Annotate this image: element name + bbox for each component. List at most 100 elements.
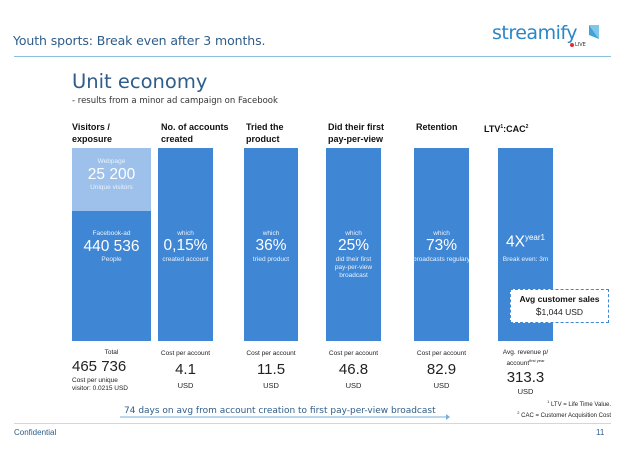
- slide-header-title: Youth sports: Break even after 3 months.: [13, 33, 266, 48]
- cost-label: Cost per account: [328, 350, 379, 357]
- which-label: which: [177, 230, 194, 237]
- col-header-line: exposure: [72, 134, 113, 144]
- cac-sup: 2: [525, 124, 529, 130]
- ppv-desc-line: did their first: [335, 256, 372, 263]
- ppv-value: 25%: [337, 237, 370, 254]
- section-title: Unit economy: [72, 70, 208, 93]
- bar-ppv: [326, 148, 381, 341]
- callout-prefix: $: [535, 307, 542, 318]
- callout-amount: 1,044 USD: [541, 307, 584, 317]
- retention-desc: broadcasts regulary: [412, 256, 471, 263]
- webpage-value: 25 200: [87, 166, 136, 183]
- col-header-line: Tried the: [246, 122, 284, 132]
- cost-label: Cost per account: [160, 350, 211, 357]
- footnote-cac: 2 CAC = Customer Acquisition Cost: [440, 410, 611, 419]
- ltv-sup: 1: [500, 124, 504, 130]
- which-label: which: [262, 230, 280, 237]
- tried-value: 36%: [255, 237, 287, 254]
- live-dot-icon: [570, 43, 574, 47]
- logo-text: streamify: [492, 22, 577, 44]
- retention-value: 73%: [425, 237, 458, 254]
- header-divider: [14, 56, 611, 57]
- cost-box-accounts: Cost per account 4.1 USD: [150, 343, 221, 391]
- cost-box-ltv: Avg. revenue p/ accountfirst year 313.3 …: [490, 343, 561, 396]
- col-header-line: created: [161, 134, 194, 144]
- total-note: Cost per unique visitor: 0.0215 USD: [72, 377, 151, 393]
- webpage-label: Webpage: [97, 158, 126, 165]
- total-label: Total: [104, 349, 119, 356]
- callout-title: Avg customer sales: [519, 294, 600, 304]
- avg-customer-sales-callout: Avg customer sales $1,044 USD: [510, 289, 609, 323]
- col-header-line: product: [246, 134, 280, 144]
- bar-retention: [414, 148, 469, 341]
- cost-value: 82.9: [426, 361, 457, 378]
- ppv-desc-line: pay-per-view: [334, 264, 373, 271]
- avg-revenue-line: Avg. revenue p/: [502, 349, 549, 356]
- col-header-line: Visitors /: [72, 122, 110, 132]
- bar-tried: [244, 148, 298, 341]
- footer-divider: [14, 423, 611, 424]
- timeline-text: 74 days on avg from account creation to …: [124, 406, 436, 416]
- cac-text: :CAC: [503, 124, 526, 134]
- which-label: which: [345, 230, 362, 237]
- cost-box-tried: Cost per account 11.5 USD: [236, 343, 306, 391]
- cost-value: 46.8: [338, 361, 369, 378]
- cost-unit: USD: [433, 381, 450, 390]
- footnote-ltv: 1 LTV = Life Time Value.: [450, 399, 611, 408]
- logo-live-badge: LIVE: [575, 42, 586, 48]
- cost-value: 4.1: [175, 361, 196, 378]
- avg-revenue-line: account: [506, 360, 530, 368]
- cost-unit: USD: [345, 381, 362, 390]
- section-subtitle: - results from a minor ad campaign on Fa…: [72, 96, 278, 106]
- ppv-desc-line: broadcast: [339, 272, 368, 279]
- col-header-ppv: Did their first pay-per-view: [328, 121, 384, 145]
- ad-unit: People: [101, 256, 122, 263]
- col-header-accounts: No. of accounts created: [161, 121, 229, 145]
- footer-confidential: Confidential: [14, 428, 57, 437]
- total-note-line: Cost per unique: [72, 377, 118, 384]
- break-even-desc: Break even: 3m: [502, 256, 549, 263]
- total-value: 465 736: [72, 358, 127, 375]
- timeline-arrow-icon: [120, 414, 450, 420]
- bar-facebook-ad: [72, 211, 151, 341]
- col-header-tried: Tried the product: [246, 121, 284, 145]
- cost-label: Cost per account: [416, 350, 467, 357]
- cost-value: 11.5: [256, 361, 286, 378]
- footnote-ltv-text: LTV = Life Time Value.: [551, 402, 611, 408]
- accounts-value: 0,15%: [163, 237, 208, 254]
- col-header-visitors: Visitors / exposure: [72, 121, 112, 145]
- ad-label: Facebook-ad: [92, 230, 131, 237]
- ltv-cac-sup: year1: [524, 233, 545, 242]
- accounts-desc: created account: [162, 256, 209, 263]
- cost-box-retention: Cost per account 82.9 USD: [406, 343, 477, 391]
- footnote-ltv-num: 1: [547, 399, 550, 404]
- cost-label: Cost per account: [246, 350, 296, 357]
- streamify-logo: streamify LIVE: [492, 22, 602, 54]
- cost-unit: USD: [517, 387, 534, 397]
- cost-box-ppv: Cost per account 46.8 USD: [318, 343, 389, 391]
- cost-unit: USD: [263, 381, 279, 390]
- ltv-cac-number: 4X: [506, 233, 525, 251]
- ltv-text: LTV: [484, 124, 501, 134]
- logo-mark-icon: [589, 25, 599, 39]
- footnote-cac-num: 2: [517, 410, 520, 415]
- tried-desc: tried product: [252, 256, 290, 263]
- avg-revenue-label: Avg. revenue p/ accountfirst year: [490, 349, 561, 368]
- col-header-retention: Retention: [416, 121, 458, 133]
- callout-value: $1,044 USD: [511, 307, 608, 318]
- footnote-cac-text: CAC = Customer Acquisition Cost: [521, 413, 611, 419]
- cost-unit: USD: [177, 381, 194, 390]
- ppv-desc: did their first pay-per-view broadcast: [322, 256, 385, 280]
- bar-accounts: [158, 148, 213, 341]
- ltv-cac-value: 4Xyear1: [498, 233, 560, 251]
- col-header-line: Retention: [416, 122, 458, 132]
- total-note-line: visitor: 0.0215 USD: [72, 385, 128, 392]
- total-box: Total 465 736 Cost per unique visitor: 0…: [72, 343, 151, 393]
- bar-webpage: [72, 148, 151, 211]
- col-header-line: Did their first: [328, 122, 385, 132]
- avg-revenue-sup: first year: [529, 358, 545, 363]
- webpage-unit: Unique visitors: [90, 184, 133, 191]
- page-number: 11: [596, 428, 605, 437]
- cost-value: 313.3: [506, 369, 545, 387]
- col-header-line: No. of accounts: [161, 122, 229, 132]
